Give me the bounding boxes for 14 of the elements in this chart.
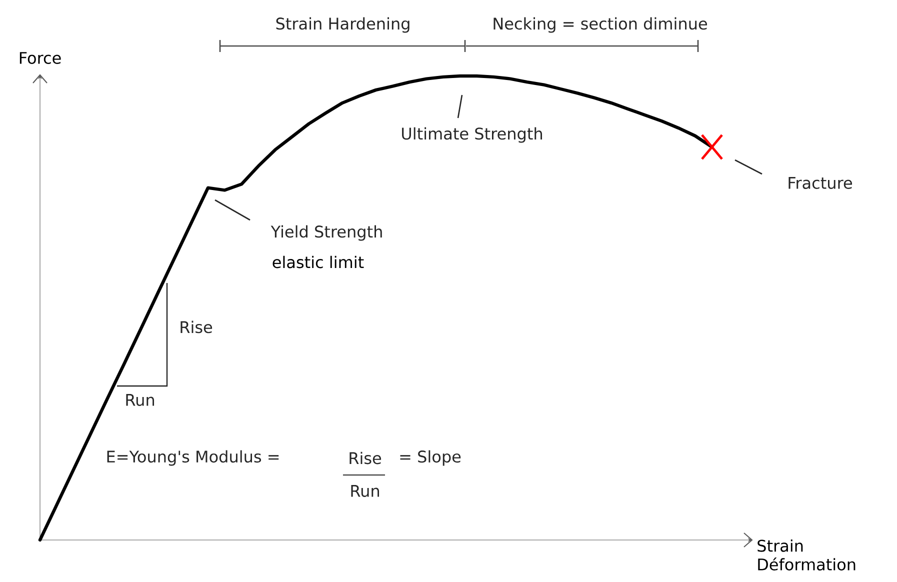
annotation: = Slope [400, 450, 461, 466]
annotation: Ultimate Strength [402, 127, 542, 143]
text: Strain Hardening [276, 17, 410, 33]
annotation: elastic limit [272, 256, 364, 268]
annotation: Run [126, 394, 154, 406]
annotation: Yield Strength [270, 225, 382, 241]
y-axis-title: Force [20, 52, 61, 64]
text: Fracture [788, 177, 852, 189]
annotation: Rise [350, 452, 382, 464]
annotation: Run [351, 485, 380, 497]
annotation: Rise [180, 320, 212, 334]
text: Necking = section diminue [494, 17, 707, 33]
annotation: E=Young's Modulus = [107, 450, 279, 466]
x-axis-title: Strain Déformation [758, 539, 856, 570]
